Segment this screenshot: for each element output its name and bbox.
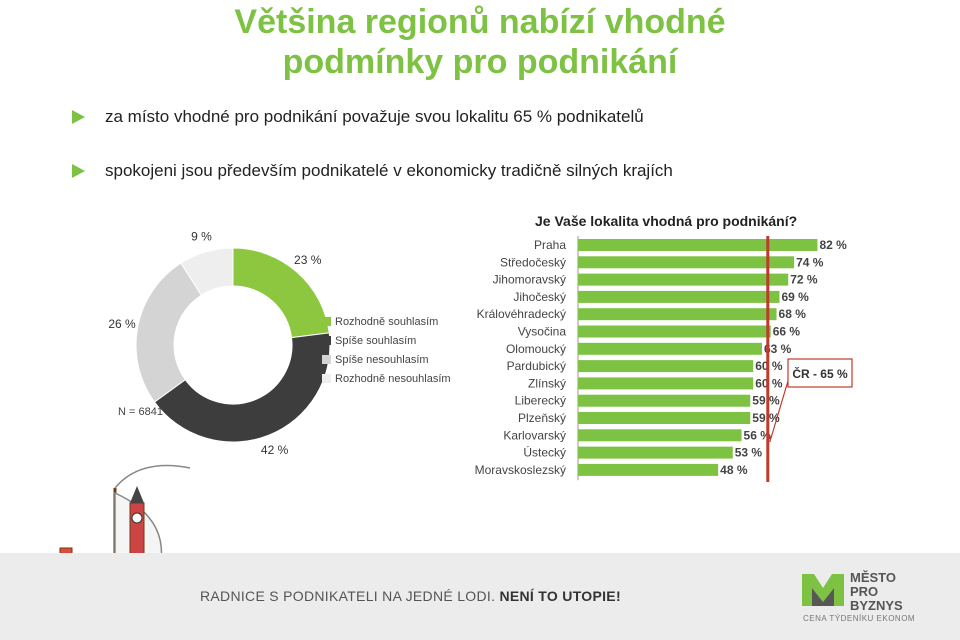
reference-label: ČR - 65 %	[792, 366, 848, 381]
category-label: Olomoucký	[506, 342, 566, 356]
donut-slice	[135, 262, 203, 403]
category-label: Vysočina	[518, 325, 567, 339]
bar	[578, 325, 771, 338]
bar-value-label: 68 %	[779, 307, 807, 321]
donut-value-label: 26 %	[108, 317, 136, 331]
legend-label: Rozhodně nesouhlasím	[335, 372, 451, 385]
donut-value-label: 42 %	[261, 443, 289, 457]
sample-size-label: N = 6841	[118, 406, 163, 418]
logo-line: MĚSTO	[850, 570, 896, 585]
donut-chart: 23 % 42 % 26 % 9 % N = 6841	[108, 230, 331, 457]
bar-value-label: 53 %	[735, 446, 763, 460]
page-title: Většina regionů nabízí vhodné podmínky p…	[0, 2, 960, 82]
legend-swatch	[322, 374, 331, 383]
legend-item: Rozhodně nesouhlasím	[322, 369, 451, 388]
bar	[578, 290, 780, 303]
legend-swatch	[322, 355, 331, 364]
bar-value-label: 69 %	[781, 290, 809, 304]
category-label: Karlovarský	[503, 428, 566, 442]
donut-value-label: 9 %	[191, 230, 212, 243]
bullet-item: spokojeni jsou především podnikatelé v e…	[72, 161, 673, 181]
legend-swatch	[322, 336, 331, 345]
category-label: Ústecký	[523, 445, 566, 460]
bar	[578, 377, 754, 390]
mesto-pro-byznys-logo-icon	[802, 574, 844, 606]
footer-slogan-plain: RADNICE S PODNIKATELI NA JEDNÉ LODI.	[200, 588, 500, 604]
donut-slice	[180, 247, 234, 296]
legend-label: Spíše nesouhlasím	[335, 353, 429, 366]
bar-value-label: 66 %	[773, 325, 801, 339]
title-line-1: Většina regionů nabízí vhodné	[234, 3, 726, 41]
donut-slice	[153, 332, 331, 443]
logo-line: PRO	[850, 584, 879, 599]
logo-text: MĚSTO PRO BYZNYS	[850, 571, 903, 613]
bullet-arrow-icon	[72, 164, 85, 178]
legend-swatch	[322, 317, 331, 326]
bar-value-label: 59 %	[752, 394, 780, 408]
bar	[578, 239, 818, 251]
bar	[578, 394, 751, 407]
category-label: Praha	[534, 238, 566, 252]
bullet-text: spokojeni jsou především podnikatelé v e…	[105, 161, 673, 180]
category-label: Jihomoravský	[493, 273, 566, 287]
footer-slogan: RADNICE S PODNIKATELI NA JEDNÉ LODI. NEN…	[200, 588, 621, 604]
category-label: Plzeňský	[518, 411, 566, 425]
bar	[578, 412, 751, 424]
bar	[578, 342, 762, 355]
category-label: Středočeský	[500, 255, 566, 269]
category-label: Jihočeský	[513, 290, 566, 304]
logo-line: BYZNYS	[850, 598, 903, 613]
bar	[578, 308, 777, 321]
bar-value-label: 48 %	[720, 463, 748, 477]
legend-item: Spíše souhlasím	[322, 331, 451, 350]
category-label: Pardubický	[507, 359, 566, 373]
category-label: Královéhradecký	[477, 307, 566, 321]
bar-value-label: 59 %	[752, 411, 780, 425]
category-label: Zlínský	[528, 376, 566, 390]
bar-value-label: 74 %	[796, 255, 824, 269]
legend-item: Spíše nesouhlasím	[322, 350, 451, 369]
legend-label: Spíše souhlasím	[335, 334, 417, 347]
category-label: Moravskoslezský	[475, 463, 566, 477]
bar-chart: Praha 82 % Středočeský 74 % Jihomoravský 72 %…	[475, 236, 853, 482]
title-line-2: podmínky pro podnikání	[282, 43, 678, 81]
bar-value-label: 63 %	[764, 342, 792, 356]
bar-value-label: 72 %	[790, 273, 818, 287]
logo-subtitle: CENA TÝDENÍKU EKONOM	[803, 614, 916, 623]
legend-label: Rozhodně souhlasím	[335, 315, 439, 328]
reference-callout-pointer	[769, 380, 789, 443]
donut-value-label: 23 %	[294, 253, 322, 267]
bullet-text: za místo vhodné pro podnikání považuje s…	[105, 107, 644, 126]
bar	[578, 256, 795, 269]
bar-value-label: 56 %	[744, 428, 772, 442]
bullet-item: za místo vhodné pro podnikání považuje s…	[72, 107, 644, 127]
donut-legend: Rozhodně souhlasím Spíše souhlasím Spíše n…	[322, 312, 451, 388]
bar-value-label: 82 %	[819, 238, 847, 252]
footer-slogan-bold: NENÍ TO UTOPIE!	[499, 588, 621, 604]
bar	[578, 463, 719, 476]
footer-band	[0, 553, 960, 640]
chart-question: Je Vaše lokalita vhodná pro podnikání?	[535, 213, 798, 229]
category-label: Liberecký	[515, 394, 566, 408]
legend-item: Rozhodně souhlasím	[322, 312, 451, 331]
bullet-arrow-icon	[72, 110, 85, 124]
bar	[578, 360, 754, 373]
reference-callout	[787, 358, 853, 388]
bar	[578, 446, 733, 459]
bar	[578, 429, 742, 442]
bar	[578, 273, 789, 286]
